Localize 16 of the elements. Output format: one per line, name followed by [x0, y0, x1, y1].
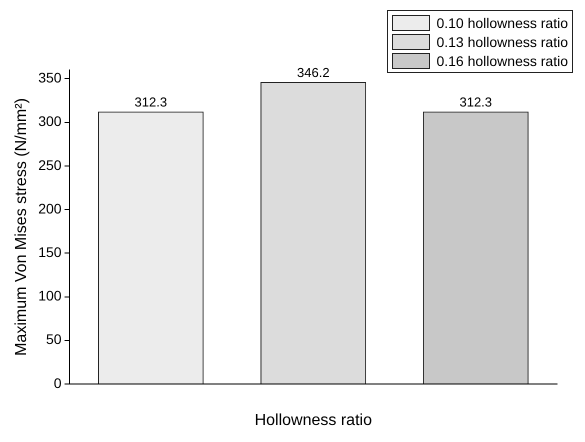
y-tick-label: 100	[38, 288, 62, 304]
data-label: 312.3	[459, 94, 492, 110]
y-tick-label: 150	[38, 244, 62, 260]
y-tick-label: 200	[38, 200, 62, 216]
data-label: 312.3	[134, 94, 168, 110]
y-tick-label: 50	[46, 331, 62, 348]
x-axis-title: Hollowness ratio	[254, 412, 372, 429]
legend-label: 0.13 hollowness ratio	[436, 34, 568, 50]
y-tick-label: 250	[38, 156, 62, 173]
legend-label: 0.16 hollowness ratio	[436, 52, 568, 68]
data-label: 346.2	[297, 65, 330, 80]
legend-label: 0.10 hollowness ratio	[436, 14, 568, 30]
y-tick-label: 300	[38, 113, 62, 130]
y-axis-title: Maximum Von Mises stress (N/mm²)	[13, 98, 30, 356]
y-tick-label: 350	[38, 70, 62, 86]
y-tick-label: 0	[54, 374, 62, 391]
